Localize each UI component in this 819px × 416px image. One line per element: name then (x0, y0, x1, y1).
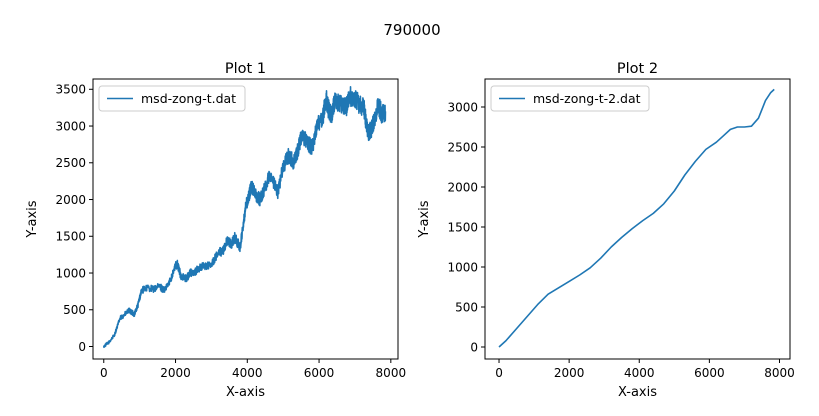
y-tick-label: 2500 (55, 156, 86, 170)
x-tick-label: 6000 (694, 366, 725, 380)
plot-2: 0 2000 4000 6000 8000 0 500 1000 1500 2000 2500 300… (417, 61, 795, 400)
plot-1: 0 2000 4000 6000 8000 0 500 1000 1500 2000 2500 300… (25, 61, 406, 400)
x-axis-label: X-axis (226, 385, 265, 400)
plot-title: Plot 1 (225, 61, 266, 77)
figure-suptitle: 790000 (383, 21, 440, 39)
x-tick-label: 0 (100, 366, 108, 380)
legend-box (490, 85, 650, 112)
x-tick-label: 0 (495, 366, 503, 380)
y-tick-label: 2000 (447, 180, 478, 194)
y-tick-label: 500 (63, 303, 86, 317)
x-tick-label: 8000 (764, 366, 795, 380)
x-axis-label: X-axis (618, 385, 657, 400)
axes-frame-2 (484, 78, 791, 360)
y-axis-label: Y-axis (417, 200, 432, 238)
y-tick-label: 0 (78, 340, 86, 354)
y-tick-label: 3500 (55, 83, 86, 97)
y-tick-label: 3000 (55, 119, 86, 133)
y-tick-label: 1500 (55, 230, 86, 244)
y-tick-label: 2000 (55, 193, 86, 207)
y-tick-label: 1000 (55, 266, 86, 280)
y-tick-label: 2500 (447, 140, 478, 154)
plots-container: 0 2000 4000 6000 8000 0 500 1000 1500 2000 2500 300… (25, 61, 795, 400)
legend: msd-zong-t-2.dat (490, 85, 650, 112)
plot-title: Plot 2 (617, 61, 658, 77)
x-tick-label: 8000 (376, 366, 407, 380)
axes-frame-1 (92, 78, 399, 360)
x-tick-label: 2000 (554, 366, 585, 380)
y-tick-label: 0 (470, 340, 478, 354)
y-tick-label: 500 (455, 300, 478, 314)
y-axis-label: Y-axis (25, 200, 40, 238)
legend-label: msd-zong-t.dat (141, 91, 236, 106)
series-line-1-1 (102, 86, 387, 349)
x-tick-label: 4000 (624, 366, 655, 380)
x-tick-label: 2000 (160, 366, 191, 380)
legend-box (98, 85, 246, 112)
y-tick-label: 3000 (447, 100, 478, 114)
x-tick-label: 4000 (232, 366, 263, 380)
x-tick-label: 6000 (304, 366, 335, 380)
series-line-2-1 (498, 88, 775, 348)
y-tick-label: 1500 (447, 220, 478, 234)
y-tick-label: 1000 (447, 260, 478, 274)
legend: msd-zong-t.dat (98, 85, 246, 112)
legend-label: msd-zong-t-2.dat (533, 91, 641, 106)
